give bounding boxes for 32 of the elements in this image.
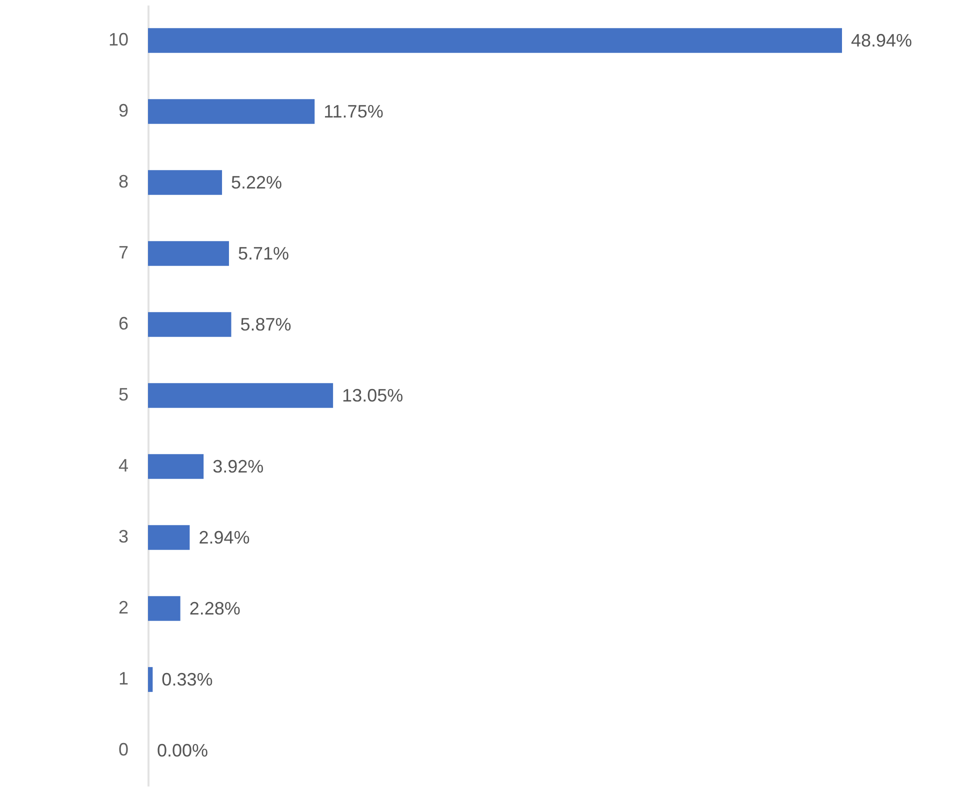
data-label: 0.00% [157, 740, 208, 760]
bar [148, 383, 334, 408]
bar [148, 312, 232, 337]
y-tick-label: 3 [118, 526, 128, 546]
bar [148, 170, 222, 195]
y-tick-label: 7 [118, 242, 128, 262]
data-label: 5.22% [231, 172, 282, 192]
bar [148, 241, 229, 266]
data-label: 13.05% [342, 386, 404, 406]
bar [148, 667, 153, 692]
bar [148, 99, 315, 124]
data-label: 11.75% [324, 102, 384, 122]
y-tick-label: 10 [108, 30, 128, 50]
y-tick-label: 6 [118, 314, 128, 334]
data-label: 48.94% [851, 30, 912, 50]
data-label: 3.92% [212, 456, 264, 476]
y-tick-label: 2 [118, 598, 128, 618]
bar [148, 596, 180, 621]
bar [148, 28, 842, 53]
data-label: 5.87% [240, 314, 292, 334]
y-tick-label: 5 [118, 384, 128, 404]
bar [148, 454, 204, 479]
data-label: 0.33% [162, 670, 213, 690]
bar [148, 525, 190, 550]
y-tick-label: 9 [118, 100, 128, 120]
data-label: 2.28% [189, 598, 240, 618]
y-tick-label: 4 [118, 456, 128, 476]
y-tick-label: 1 [118, 668, 128, 688]
y-tick-label: 0 [118, 740, 128, 760]
data-label: 2.94% [198, 528, 250, 548]
y-tick-label: 8 [118, 172, 128, 192]
data-label: 5.71% [238, 244, 290, 264]
